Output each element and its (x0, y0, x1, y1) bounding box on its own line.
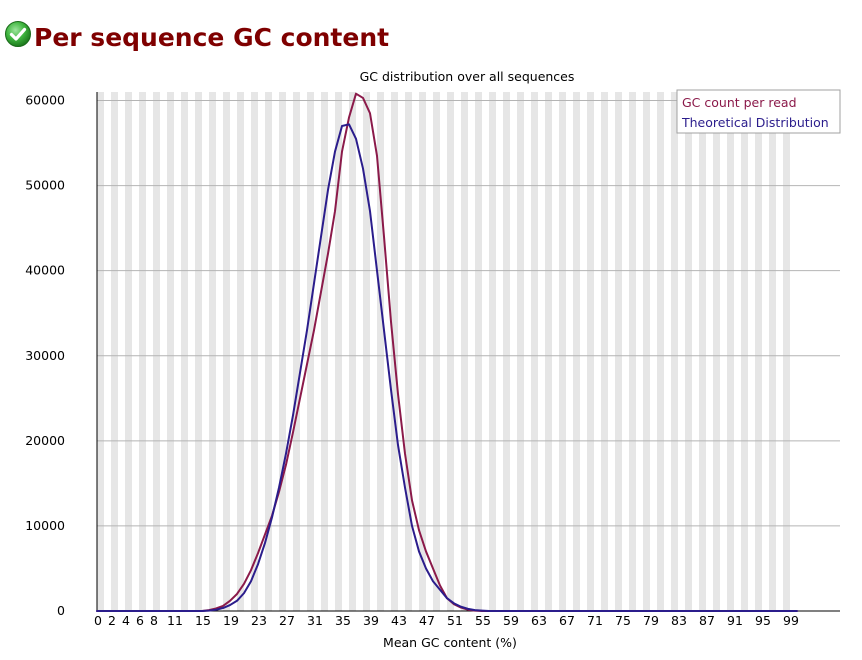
x-tick-label: 95 (755, 613, 771, 628)
stripe (531, 92, 538, 611)
series-line-theoretical (96, 123, 798, 612)
x-tick-label: 47 (419, 613, 435, 628)
x-tick-label: 59 (503, 613, 519, 628)
stripe (545, 92, 552, 611)
x-tick-label: 2 (108, 613, 116, 628)
x-tick-label: 15 (195, 613, 211, 628)
legend-item-theoretical: Theoretical Distribution (681, 115, 829, 130)
background-stripes (97, 92, 790, 611)
y-tick-label: 40000 (25, 263, 65, 278)
stripe (349, 92, 356, 611)
x-tick-label: 31 (307, 613, 323, 628)
x-tick-label: 71 (587, 613, 603, 628)
stripe (111, 92, 118, 611)
x-tick-label: 11 (167, 613, 183, 628)
stripe (517, 92, 524, 611)
stripe (433, 92, 440, 611)
y-tick-label: 0 (57, 603, 65, 618)
stripe (447, 92, 454, 611)
x-tick-label: 0 (94, 613, 102, 628)
stripe (741, 92, 748, 611)
stripe (139, 92, 146, 611)
stripe (615, 92, 622, 611)
stripe (769, 92, 776, 611)
stripe (321, 92, 328, 611)
x-tick-label: 4 (122, 613, 130, 628)
x-tick-label: 51 (447, 613, 463, 628)
stripe (363, 92, 370, 611)
stripe (237, 92, 244, 611)
stripe (671, 92, 678, 611)
stripe (405, 92, 412, 611)
stripe (783, 92, 790, 611)
stripe (573, 92, 580, 611)
y-tick-label: 50000 (25, 178, 65, 193)
y-tick-label: 60000 (25, 93, 65, 108)
stripe (377, 92, 384, 611)
stripe (153, 92, 160, 611)
stripe (699, 92, 706, 611)
stripe (475, 92, 482, 611)
stripe (209, 92, 216, 611)
x-tick-label: 23 (251, 613, 267, 628)
stripe (727, 92, 734, 611)
x-tick-label: 99 (783, 613, 799, 628)
x-tick-label: 55 (475, 613, 491, 628)
x-tick-label: 67 (559, 613, 575, 628)
report-header: Per sequence GC content (4, 14, 389, 54)
check-circle-icon (5, 21, 31, 47)
stripe (489, 92, 496, 611)
stripe (629, 92, 636, 611)
stripe (643, 92, 650, 611)
horizontal-gridlines (97, 100, 840, 527)
stripe (167, 92, 174, 611)
stripe (587, 92, 594, 611)
x-tick-label: 91 (727, 613, 743, 628)
stripe (251, 92, 258, 611)
stripe (503, 92, 510, 611)
stripe (181, 92, 188, 611)
x-tick-label: 79 (643, 613, 659, 628)
y-tick-label: 10000 (25, 518, 65, 533)
x-tick-label: 43 (391, 613, 407, 628)
stripe (335, 92, 342, 611)
legend-item-gc-count: GC count per read (682, 95, 797, 110)
stripe (293, 92, 300, 611)
series-lines (96, 92, 798, 612)
page-title: Per sequence GC content (34, 22, 390, 52)
legend-box (676, 89, 841, 134)
x-tick-label: 8 (150, 613, 158, 628)
stripe (461, 92, 468, 611)
stripe (195, 92, 202, 611)
x-tick-label: 6 (136, 613, 144, 628)
x-axis-label: Mean GC content (%) (383, 635, 517, 650)
x-tick-label: 39 (363, 613, 379, 628)
stripe (223, 92, 230, 611)
x-tick-label: 83 (671, 613, 687, 628)
chart-legend: GC count per read Theoretical Distributi… (676, 89, 841, 134)
x-axis-ticks: 0 2 4 6 8 11 15 19 23 27 31 35 39 43 47 51 55 59 63 67 71 75 7… (94, 613, 799, 628)
stripe (685, 92, 692, 611)
y-axis-ticks: 0 10000 20000 30000 40000 50000 60000 (25, 93, 65, 618)
stripe (279, 92, 286, 611)
stripe (755, 92, 762, 611)
x-tick-label: 27 (279, 613, 295, 628)
stripe (125, 92, 132, 611)
stripe (601, 92, 608, 611)
x-tick-label: 63 (531, 613, 547, 628)
stripe (657, 92, 664, 611)
x-tick-label: 87 (699, 613, 715, 628)
x-tick-label: 75 (615, 613, 631, 628)
y-tick-label: 30000 (25, 348, 65, 363)
y-tick-label: 20000 (25, 433, 65, 448)
stripe (559, 92, 566, 611)
chart-title: GC distribution over all sequences (360, 69, 575, 84)
x-tick-label: 35 (335, 613, 351, 628)
stripe (713, 92, 720, 611)
stripe (97, 92, 104, 611)
stripe (419, 92, 426, 611)
x-tick-label: 19 (223, 613, 239, 628)
stripe (265, 92, 272, 611)
